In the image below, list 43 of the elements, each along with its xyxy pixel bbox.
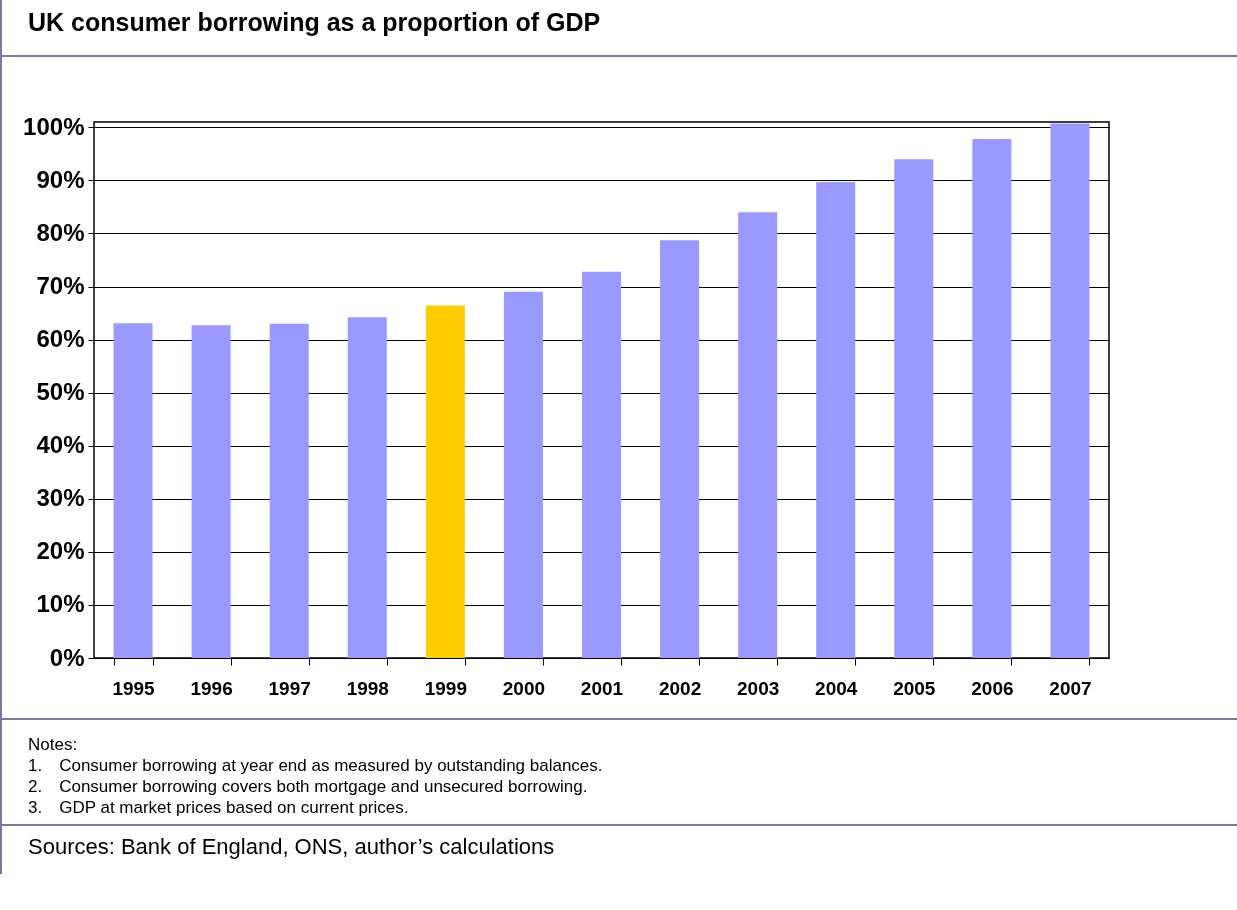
- bar: [894, 159, 934, 658]
- bar: [660, 240, 700, 658]
- chart-title: UK consumer borrowing as a proportion of GDP: [2, 0, 1237, 57]
- bar: [1050, 123, 1090, 658]
- y-tick-label: 90%: [36, 165, 85, 193]
- text: Notes:: [28, 734, 79, 755]
- x-tick-label: 1996: [190, 677, 233, 699]
- y-tick-label: 20%: [36, 537, 85, 565]
- x-tick-label: 2007: [1049, 677, 1092, 699]
- text: 1. Consumer borrowing at year end as measured by outstanding balances.: [28, 755, 604, 776]
- bar: [269, 323, 309, 658]
- bar: [503, 291, 543, 658]
- text: 2. Consumer borrowing covers both mortgage and unsecured borrowing.: [28, 776, 589, 797]
- y-tick-label: 100%: [23, 112, 85, 140]
- x-tick-label: 1999: [424, 677, 467, 699]
- bar: [816, 181, 856, 658]
- x-tick-label: 2001: [580, 677, 624, 699]
- x-tick-label: 2006: [971, 677, 1014, 699]
- x-tick-label: 2005: [893, 677, 936, 699]
- bar: [425, 305, 465, 658]
- x-tick-label: 1995: [112, 677, 156, 699]
- y-tick-label: 50%: [36, 378, 85, 406]
- bar: [972, 138, 1012, 658]
- y-tick-label: 60%: [36, 325, 85, 353]
- y-tick-label: 10%: [36, 590, 85, 618]
- bar: [738, 212, 778, 658]
- text: 3. GDP at market prices based on current prices.: [28, 797, 410, 818]
- bar: [581, 271, 622, 658]
- y-tick-label: 70%: [36, 272, 85, 300]
- bar: [191, 325, 231, 658]
- x-tick-label: 1998: [346, 677, 389, 699]
- source-note: Sources: Bank of England, ONS, author’s calculations: [28, 834, 556, 860]
- x-tick-label: 2002: [658, 677, 702, 699]
- x-tick-label: 1997: [268, 677, 311, 699]
- x-tick-label: 2000: [502, 677, 546, 699]
- y-tick-label: 40%: [36, 431, 85, 459]
- x-tick-label: 2003: [737, 677, 780, 699]
- bar: [347, 317, 387, 658]
- bar: [113, 323, 153, 658]
- y-tick-label: 80%: [36, 218, 85, 246]
- x-tick-label: 2004: [815, 677, 858, 699]
- y-tick-label: 0%: [49, 643, 85, 671]
- y-tick-label: 30%: [36, 484, 85, 512]
